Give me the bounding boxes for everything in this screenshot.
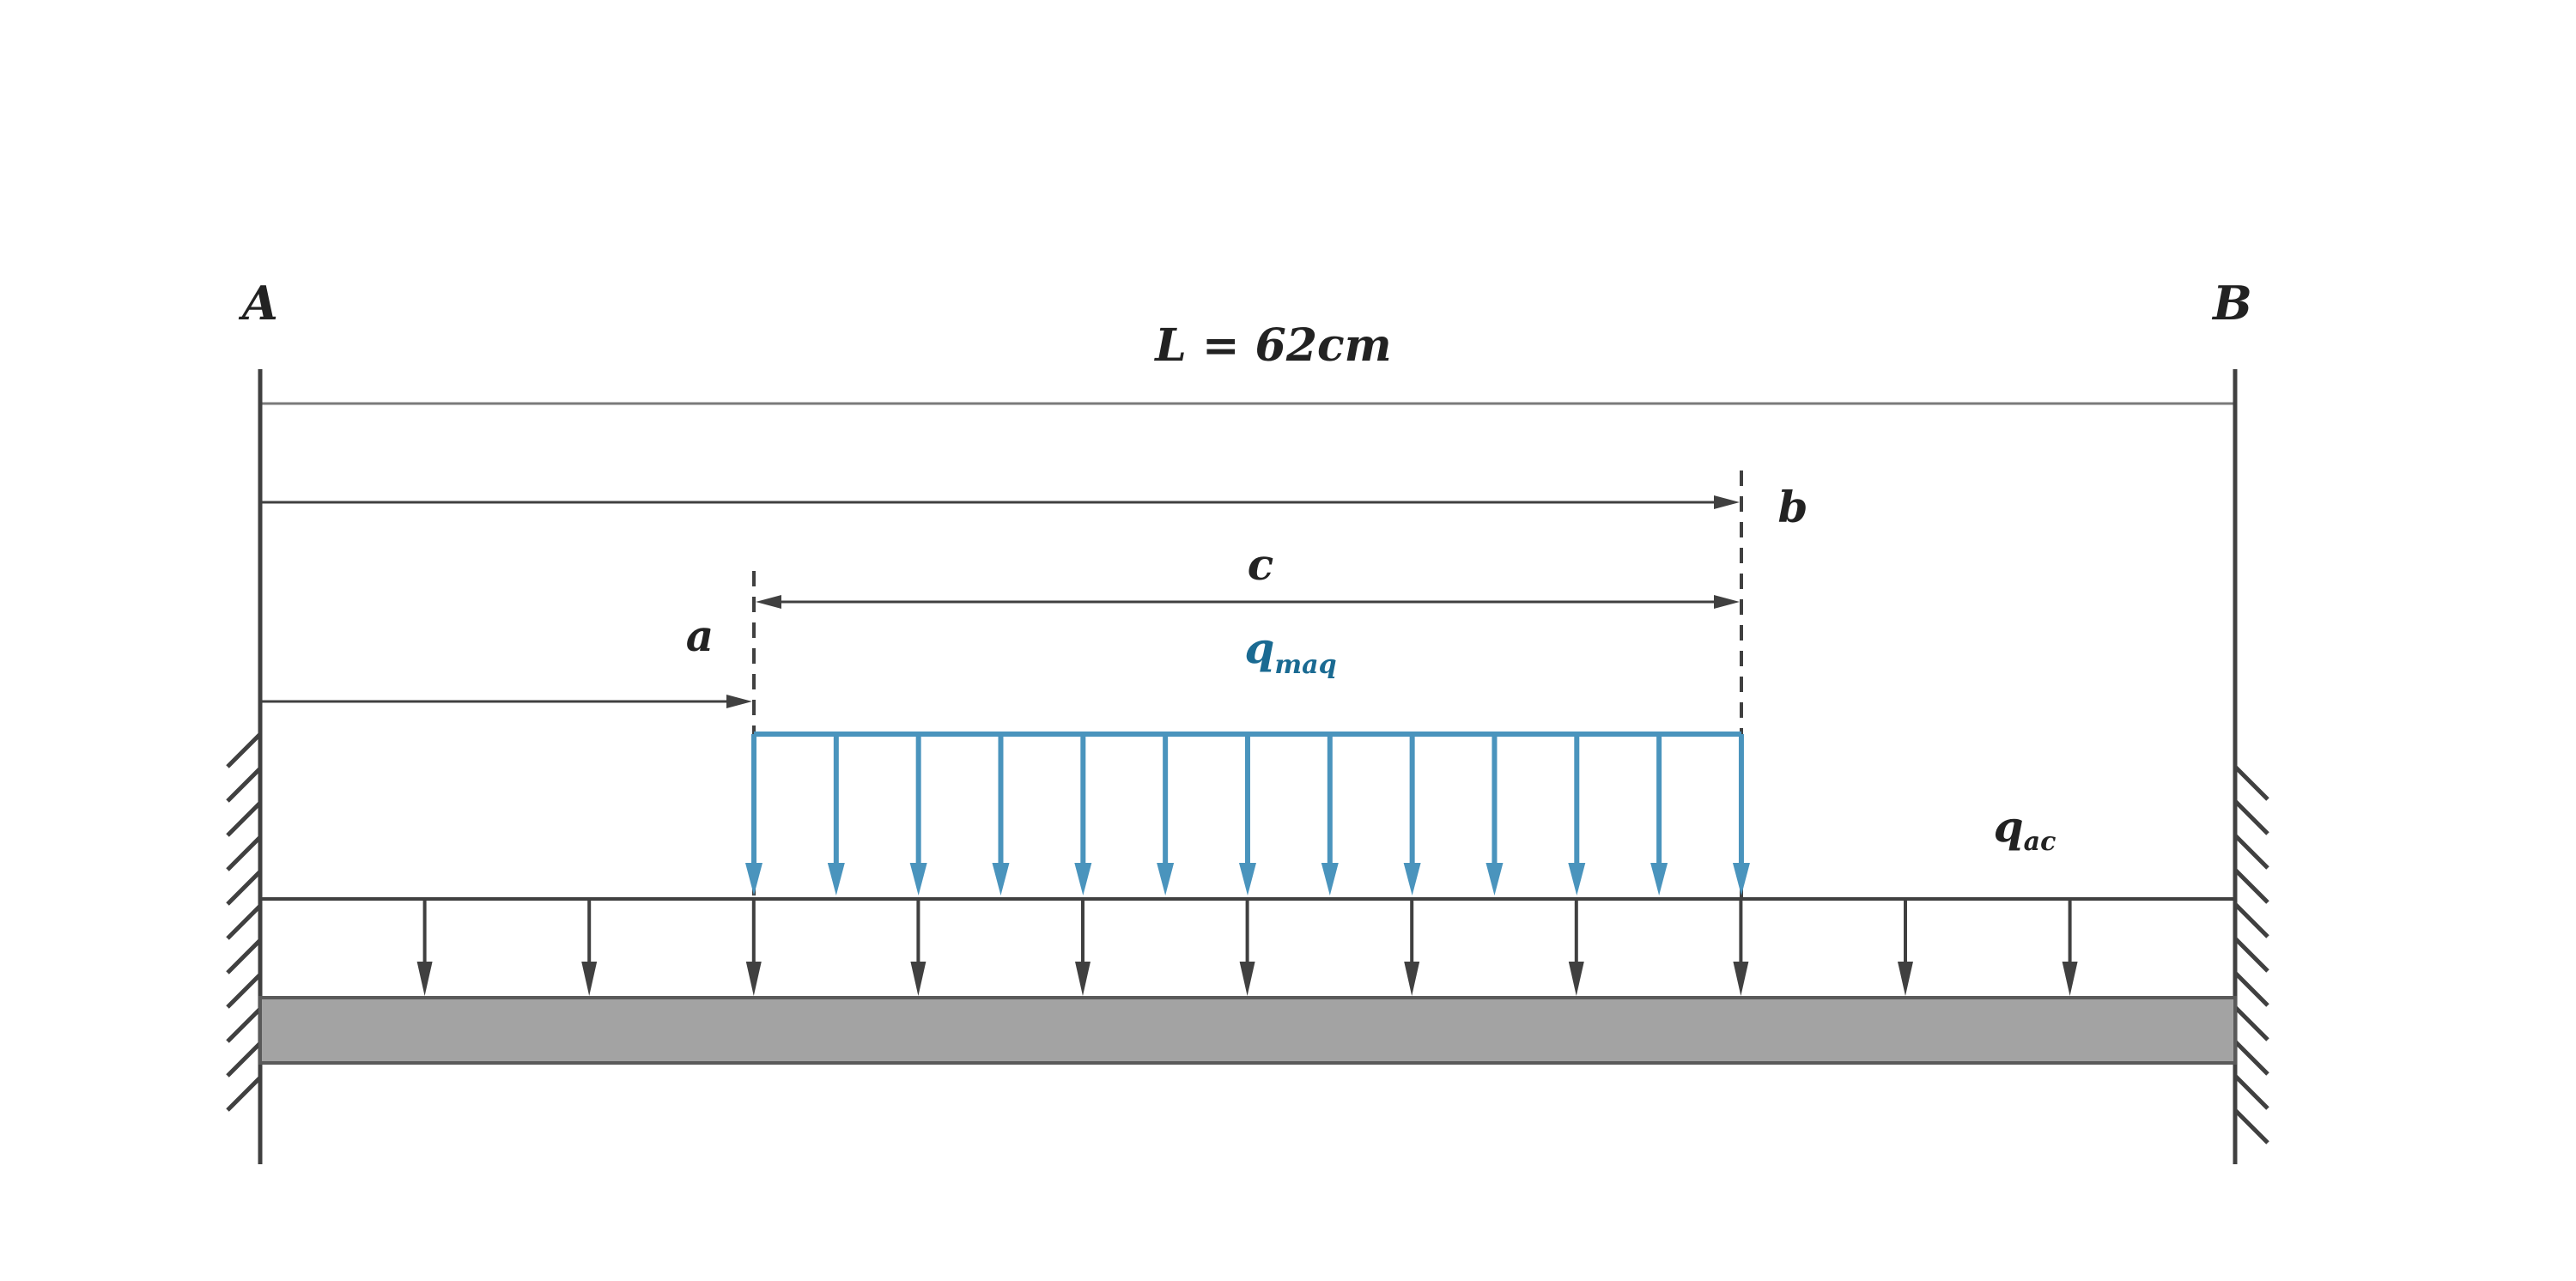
beam xyxy=(258,996,2237,1065)
hatch-mark xyxy=(2233,1005,2269,1041)
hatch-mark xyxy=(2233,799,2269,835)
left-support-hatch xyxy=(226,732,262,1112)
uniform-load-arrow xyxy=(581,899,598,996)
uniform-load-arrows xyxy=(416,899,2078,996)
hatch-mark xyxy=(226,767,262,803)
uniform-load-arrow xyxy=(1733,899,1749,996)
span-length-label: L = 62cm xyxy=(1153,319,1391,372)
dimension-a xyxy=(260,695,752,708)
uniform-load-arrow xyxy=(1075,899,1091,996)
hatch-mark xyxy=(2233,868,2269,904)
machine-load-arrow xyxy=(992,734,1010,895)
machine-load-arrow xyxy=(1403,734,1421,895)
machine-load-label: qmaq xyxy=(1244,622,1336,680)
machine-load-arrows xyxy=(745,734,1750,895)
machine-load-arrow xyxy=(1074,734,1092,895)
hatch-mark xyxy=(226,835,262,871)
hatch-mark xyxy=(2233,937,2269,973)
hatch-mark xyxy=(226,870,262,906)
uniform-load-arrow xyxy=(416,899,433,996)
dimension-b-label: b xyxy=(1778,482,1808,532)
machine-load-arrow xyxy=(1321,734,1339,895)
uniform-load-arrow xyxy=(745,899,762,996)
uniform-load-arrow xyxy=(1404,899,1420,996)
machine-load-arrow xyxy=(745,734,762,895)
uniform-load-arrow xyxy=(910,899,927,996)
dimension-a-label: a xyxy=(686,610,714,661)
fixed-support-hatch-icon xyxy=(2233,369,2269,1164)
right-support-hatch xyxy=(2233,765,2269,1144)
hatch-mark xyxy=(226,732,262,768)
uniform-load-arrow xyxy=(1239,899,1255,996)
uniform-load-label-base: q xyxy=(1994,801,2024,852)
support-label-a: A xyxy=(238,276,278,331)
uniform-load-label: qac xyxy=(1994,801,2057,857)
dimension-b xyxy=(260,495,1740,509)
machine-load-arrow xyxy=(1732,734,1750,895)
hatch-mark xyxy=(2233,1074,2269,1110)
hatch-mark xyxy=(226,973,262,1009)
hatch-mark xyxy=(226,1076,262,1112)
uniform-load-arrow xyxy=(1568,899,1584,996)
machine-load-arrow xyxy=(1157,734,1175,895)
machine-load-arrow xyxy=(1568,734,1586,895)
hatch-mark xyxy=(226,1041,262,1078)
uniform-load-arrow xyxy=(2062,899,2078,996)
machine-load-label-sub: maq xyxy=(1274,650,1336,680)
dimension-c xyxy=(756,595,1740,609)
hatch-mark xyxy=(226,938,262,974)
machine-distributed-load xyxy=(745,732,1750,895)
fixed-support-hatch-icon xyxy=(226,369,263,1164)
hatch-mark xyxy=(2233,834,2269,870)
support-label-b: B xyxy=(2211,276,2252,331)
machine-load-arrow xyxy=(909,734,927,895)
machine-load-arrow xyxy=(1238,734,1256,895)
uniform-load-label-sub: ac xyxy=(2024,827,2057,857)
dimension-c-label: c xyxy=(1248,539,1273,590)
machine-load-arrow xyxy=(1650,734,1668,895)
hatch-mark xyxy=(226,801,262,837)
machine-load-arrow xyxy=(827,734,845,895)
hatch-mark xyxy=(2233,1040,2269,1076)
uniform-distributed-load xyxy=(260,897,2235,996)
hatch-mark xyxy=(226,904,262,940)
hatch-mark xyxy=(2233,1108,2269,1144)
hatch-mark xyxy=(226,1007,262,1043)
uniform-load-arrow xyxy=(1898,899,1913,996)
machine-load-arrow xyxy=(1485,734,1504,895)
hatch-mark xyxy=(2233,902,2269,938)
machine-load-label-base: q xyxy=(1244,622,1274,673)
hatch-mark xyxy=(2233,765,2269,801)
hatch-mark xyxy=(2233,971,2269,1007)
